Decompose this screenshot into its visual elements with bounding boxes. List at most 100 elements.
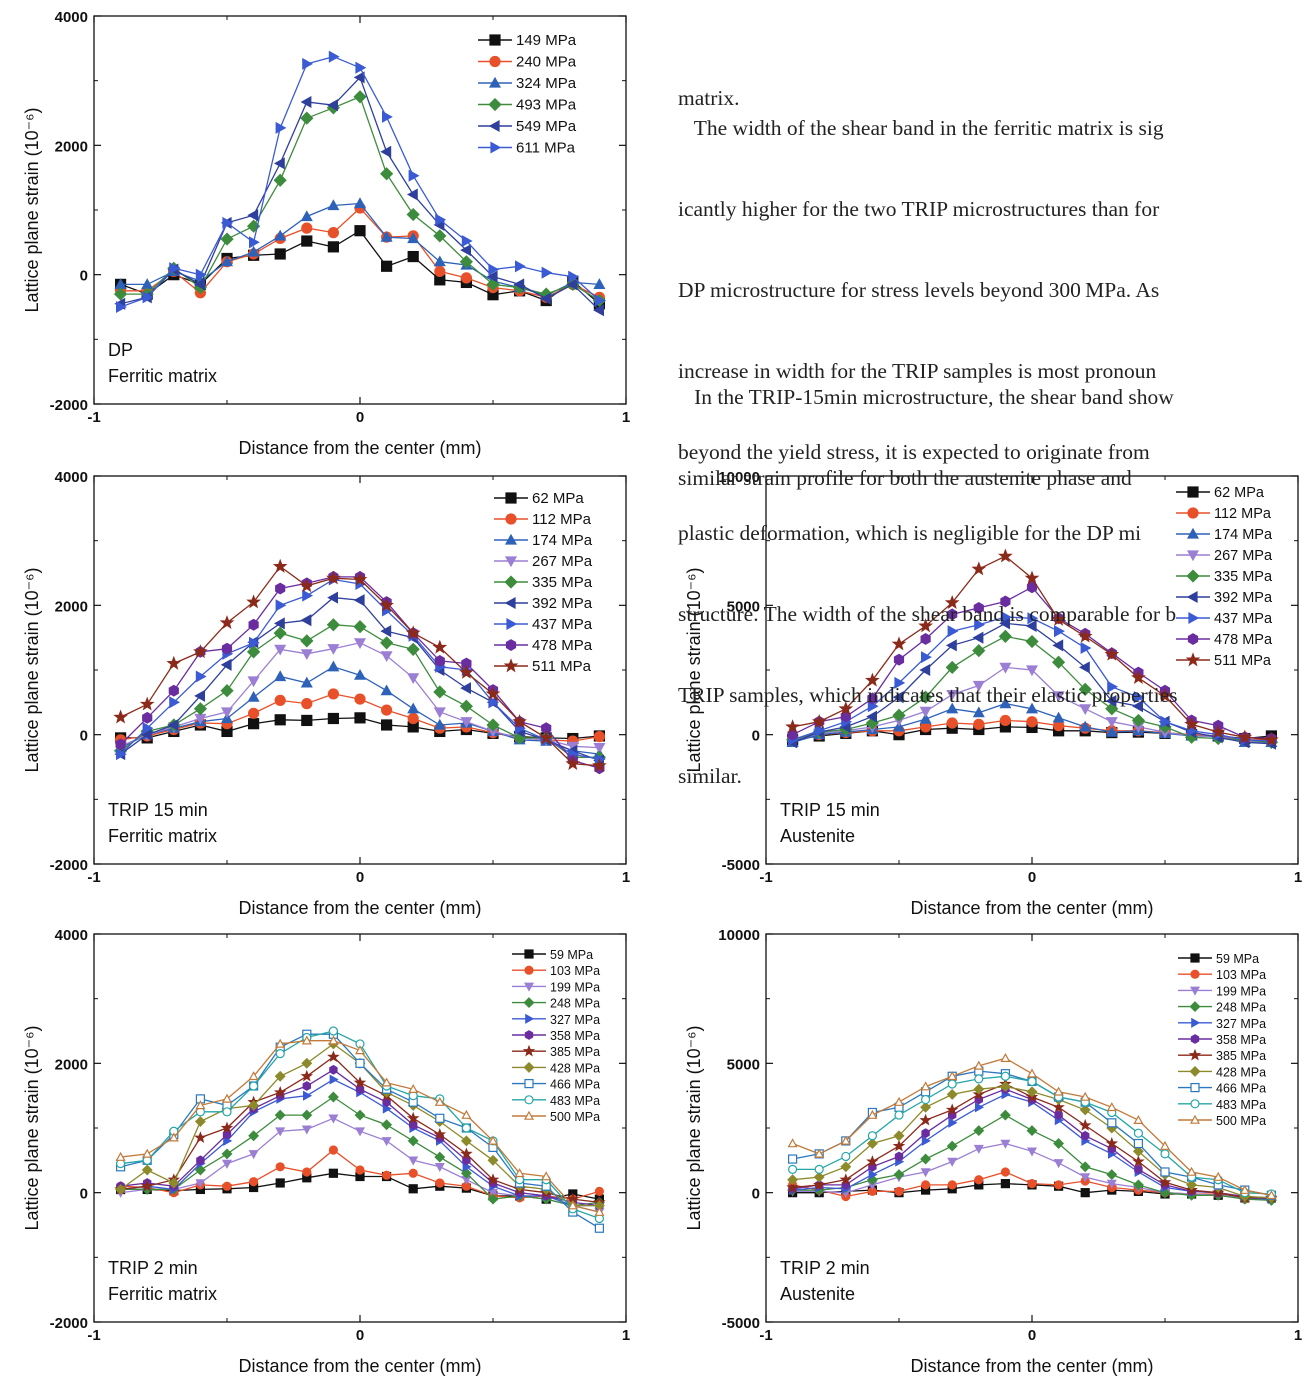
marker: [893, 653, 905, 666]
marker: [839, 1173, 853, 1186]
marker: [920, 633, 931, 645]
legend-label: 437 MPa: [532, 616, 593, 633]
marker: [434, 1151, 446, 1163]
marker: [380, 636, 394, 650]
marker: [460, 272, 472, 284]
marker: [249, 1081, 259, 1091]
marker: [1186, 1179, 1198, 1191]
marker: [814, 1164, 824, 1174]
text-line: plastic deformation, which is negligible…: [678, 521, 1142, 545]
panel-annotation: Ferritic matrix: [108, 1284, 217, 1304]
marker: [327, 1050, 340, 1063]
marker: [594, 294, 606, 307]
marker: [1000, 1052, 1011, 1063]
marker: [812, 1178, 826, 1191]
marker: [327, 99, 338, 112]
marker: [328, 1168, 338, 1178]
marker: [327, 712, 339, 725]
marker: [1053, 1086, 1064, 1096]
marker: [301, 235, 313, 247]
marker: [353, 668, 367, 680]
y-tick-label: 2000: [55, 138, 88, 155]
marker: [432, 639, 448, 654]
marker: [487, 1188, 499, 1198]
x-tick-label: 1: [622, 869, 630, 886]
marker: [220, 707, 234, 719]
marker: [1078, 682, 1092, 696]
panel-annotation: Ferritic matrix: [108, 366, 217, 386]
marker: [973, 1083, 985, 1095]
marker: [381, 260, 393, 272]
marker: [893, 1169, 905, 1181]
marker: [840, 1135, 851, 1145]
marker: [787, 1174, 799, 1186]
legend-label: 112 MPa: [532, 511, 592, 528]
marker: [195, 268, 207, 281]
text-line: structure. The width of the shear band i…: [678, 602, 1177, 626]
marker: [248, 1150, 259, 1160]
marker: [300, 676, 313, 688]
marker: [524, 965, 534, 975]
marker: [302, 1167, 312, 1177]
chart-panel: -5000 0 5000 10000 -1 0 1 Distance from the cen…: [684, 469, 1302, 918]
marker: [514, 260, 526, 273]
marker: [1187, 486, 1199, 498]
marker: [1000, 1167, 1011, 1177]
y-axis-label: Lattice plane strain (10⁻⁶): [22, 107, 42, 312]
marker: [525, 1013, 535, 1024]
marker: [541, 266, 553, 279]
marker: [946, 702, 959, 714]
marker: [565, 756, 581, 770]
marker: [193, 644, 208, 659]
marker: [488, 119, 500, 133]
marker: [1025, 619, 1037, 633]
marker: [140, 1179, 154, 1192]
text-line: increase in width for the TRIP samples i…: [678, 359, 1157, 383]
marker: [435, 1113, 445, 1123]
marker: [486, 270, 498, 283]
marker: [947, 625, 959, 638]
y-tick-label: -2000: [50, 857, 88, 874]
marker: [355, 61, 367, 74]
marker: [946, 717, 958, 729]
marker: [460, 244, 471, 257]
marker: [867, 1109, 878, 1119]
marker: [408, 1083, 419, 1094]
marker: [115, 748, 127, 761]
marker: [920, 1081, 931, 1091]
marker: [811, 713, 827, 729]
x-axis-label: Distance from the center (mm): [910, 898, 1153, 918]
marker: [381, 1077, 392, 1087]
marker: [1160, 1149, 1170, 1159]
marker: [194, 689, 205, 702]
marker: [301, 1035, 312, 1045]
legend-label: 62 MPa: [1214, 485, 1265, 501]
series-line: [120, 666, 600, 755]
marker: [275, 1127, 286, 1137]
marker: [328, 1114, 339, 1124]
marker: [1052, 639, 1064, 652]
y-tick-label: 0: [80, 1186, 88, 1203]
marker: [1080, 1188, 1090, 1198]
marker: [1000, 595, 1011, 608]
marker: [538, 730, 554, 745]
legend-label: 358 MPa: [1216, 1033, 1266, 1047]
marker: [1158, 1175, 1172, 1188]
marker: [303, 1090, 313, 1101]
marker: [1133, 1128, 1144, 1138]
legend-label: 267 MPa: [532, 553, 593, 570]
marker: [327, 688, 339, 700]
marker: [999, 1109, 1011, 1121]
marker: [407, 712, 419, 725]
legend-label: 103 MPa: [550, 964, 600, 978]
marker: [460, 717, 473, 728]
marker: [381, 1119, 393, 1131]
marker: [247, 245, 260, 257]
legend-label: 428 MPa: [550, 1061, 600, 1075]
marker: [1160, 715, 1172, 728]
marker: [787, 728, 798, 741]
marker: [973, 1060, 984, 1070]
y-tick-label: 10000: [718, 469, 760, 486]
marker: [1160, 1167, 1170, 1177]
marker: [1077, 628, 1093, 643]
